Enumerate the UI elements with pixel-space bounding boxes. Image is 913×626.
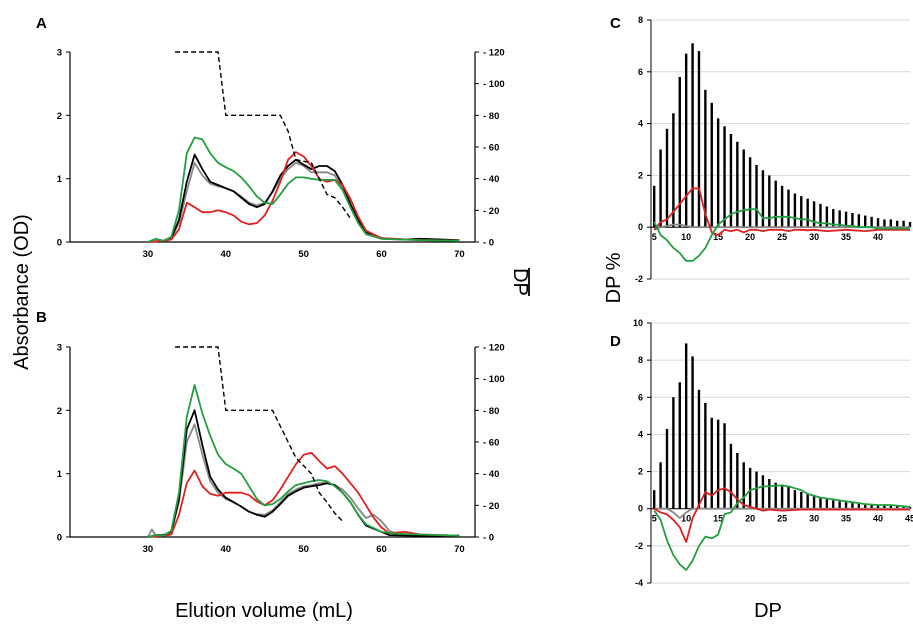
x-tick-label: 10	[681, 514, 691, 524]
y-tick-label: 8	[638, 355, 643, 365]
series-red-line-d	[653, 487, 910, 543]
y2-tick-label: - 60	[483, 143, 499, 154]
x-tick-label: 45	[905, 514, 913, 524]
x-tick-label: 50	[298, 544, 309, 555]
y-tick-label: 2	[57, 406, 62, 417]
y-tick-label: 2	[638, 170, 643, 180]
x-tick-label: 30	[143, 249, 154, 260]
panel-d-dp-distribution: -4 -2 0 2 4 6 8 10 5 10 15 20 25 30 35 40 45	[633, 318, 913, 588]
y2-tick-label: - 100	[483, 374, 505, 385]
x-tick-label: 30	[143, 544, 154, 555]
series-black-line-a	[147, 153, 460, 243]
series-green-line-d	[653, 484, 911, 571]
x-tick-label: 40	[220, 544, 231, 555]
y-tick-label: 3	[57, 48, 62, 59]
x-tick-label: 5	[652, 514, 657, 524]
series-gray-line-c	[653, 223, 910, 231]
panel-a-chromatogram: 0 1 2 3 - 0 - 20 - 40 - 60 - 80 - 100 - 120 30 40 50 6…	[57, 48, 505, 261]
y-tick-label: 0	[57, 238, 62, 249]
panel-label-c: C	[610, 15, 621, 32]
series-red-line-c	[653, 187, 910, 236]
x-tick-label: 40	[873, 232, 883, 242]
x-tick-label: 20	[745, 514, 755, 524]
x-tick-label: 70	[454, 544, 465, 555]
series-gray-line-a	[147, 161, 460, 243]
series-green-line-c	[653, 208, 910, 262]
x-tick-label: 25	[777, 232, 787, 242]
series-red-line-a	[147, 151, 460, 243]
x-tick-label: 25	[777, 514, 787, 524]
y-axis-label-dp-percent: DP %	[603, 252, 625, 303]
series-dp-dashed-line-a	[175, 51, 351, 219]
series-black-line-b	[147, 409, 460, 538]
x-tick-label: 30	[809, 514, 819, 524]
x-tick-label: 15	[713, 232, 723, 242]
y-tick-label: 1	[57, 469, 63, 480]
y-tick-label: 4	[638, 429, 643, 439]
x-axis-label-elution-volume: Elution volume (mL)	[175, 600, 353, 622]
y-tick-label: 0	[57, 533, 62, 544]
y-tick-label: 4	[638, 119, 643, 129]
y-tick-label: 0	[638, 222, 643, 232]
y2-tick-label: - 40	[483, 469, 499, 480]
y2-tick-label: - 120	[483, 343, 505, 354]
y-tick-label: 1	[57, 174, 63, 185]
series-green-line-b	[147, 384, 460, 538]
series-dp-dashed-line-b	[175, 346, 344, 522]
panel-label-a: A	[36, 15, 47, 32]
x-tick-label: 15	[713, 514, 723, 524]
y2-tick-label: - 20	[483, 501, 499, 512]
x-tick-label: 35	[841, 514, 851, 524]
x-tick-label: 50	[298, 249, 309, 260]
y2-tick-label: - 0	[483, 533, 494, 544]
y-tick-label: -4	[635, 578, 643, 588]
y-tick-label: 2	[57, 111, 62, 122]
y-tick-label: 6	[638, 392, 643, 402]
x-tick-label: 60	[376, 544, 387, 555]
panel-b-chromatogram: 0 1 2 3 - 0 - 20 - 40 - 60 - 80 - 100 - 120 30 40 50 6…	[57, 343, 505, 556]
y-tick-label: 3	[57, 343, 62, 354]
y2-tick-label: - 0	[483, 238, 494, 249]
x-tick-label: 10	[681, 232, 691, 242]
y-tick-label: 0	[638, 504, 643, 514]
y-axis-label-absorbance: Absorbance (OD)	[11, 214, 33, 370]
y-tick-label: 6	[638, 67, 643, 77]
x-axis-label-dp: DP	[754, 600, 782, 622]
x-tick-label: 60	[376, 249, 387, 260]
y2-tick-label: - 100	[483, 79, 505, 90]
y-tick-label: 8	[638, 15, 643, 25]
y2-tick-label: - 80	[483, 111, 499, 122]
x-tick-label: 20	[745, 232, 755, 242]
x-tick-label: 35	[841, 232, 851, 242]
x-tick-label: 5	[652, 232, 657, 242]
y-tick-label: 2	[638, 467, 643, 477]
y-tick-label: -2	[635, 274, 643, 284]
y-axis-label-dp-mean: DP	[509, 268, 531, 296]
series-green-line-a	[147, 136, 460, 243]
y2-tick-label: - 60	[483, 438, 499, 449]
panel-label-b: B	[36, 309, 47, 326]
x-tick-label: 40	[220, 249, 231, 260]
y-tick-label: 10	[633, 318, 643, 328]
series-gray-line-b	[147, 423, 460, 538]
x-tick-label: 30	[809, 232, 819, 242]
y-tick-label: -2	[635, 541, 643, 551]
panel-label-d: D	[610, 333, 621, 350]
panel-c-dp-distribution: -2 0 2 4 6 8 5 10 15 20 25 30 35 40	[635, 15, 912, 284]
y2-tick-label: - 40	[483, 174, 499, 185]
y2-tick-label: - 120	[483, 48, 505, 59]
series-red-line-b	[147, 451, 460, 538]
x-tick-label: 40	[873, 514, 883, 524]
x-tick-label: 70	[454, 249, 465, 260]
y2-tick-label: - 20	[483, 206, 499, 217]
y2-tick-label: - 80	[483, 406, 499, 417]
